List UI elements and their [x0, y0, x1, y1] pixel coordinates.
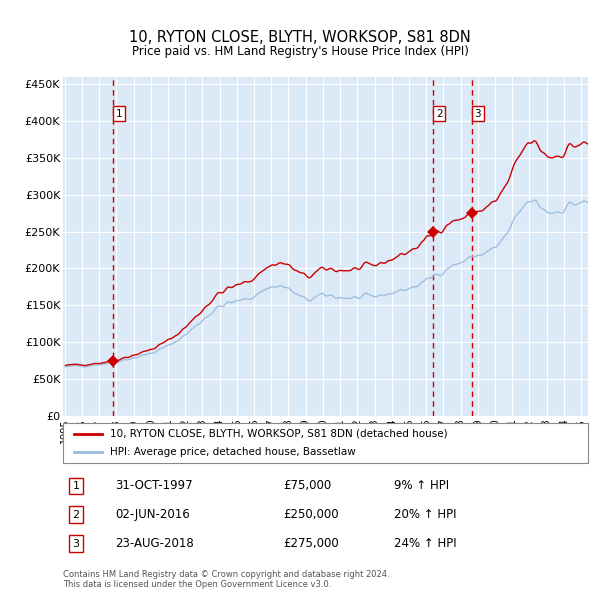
- Text: 2: 2: [73, 510, 80, 520]
- Text: £75,000: £75,000: [284, 480, 332, 493]
- Text: 23-AUG-2018: 23-AUG-2018: [115, 537, 194, 550]
- Text: Price paid vs. HM Land Registry's House Price Index (HPI): Price paid vs. HM Land Registry's House …: [131, 45, 469, 58]
- Text: 3: 3: [73, 539, 80, 549]
- Text: 02-JUN-2016: 02-JUN-2016: [115, 508, 190, 521]
- Text: Contains HM Land Registry data © Crown copyright and database right 2024.: Contains HM Land Registry data © Crown c…: [63, 570, 389, 579]
- Text: 2: 2: [436, 109, 443, 119]
- Text: 24% ↑ HPI: 24% ↑ HPI: [394, 537, 457, 550]
- Text: 10, RYTON CLOSE, BLYTH, WORKSOP, S81 8DN (detached house): 10, RYTON CLOSE, BLYTH, WORKSOP, S81 8DN…: [110, 429, 448, 439]
- Text: 20% ↑ HPI: 20% ↑ HPI: [394, 508, 456, 521]
- Text: 31-OCT-1997: 31-OCT-1997: [115, 480, 193, 493]
- Text: £250,000: £250,000: [284, 508, 339, 521]
- Text: 1: 1: [73, 481, 80, 491]
- Text: 9% ↑ HPI: 9% ↑ HPI: [394, 480, 449, 493]
- Text: 1: 1: [116, 109, 122, 119]
- Text: £275,000: £275,000: [284, 537, 339, 550]
- Text: HPI: Average price, detached house, Bassetlaw: HPI: Average price, detached house, Bass…: [110, 447, 356, 457]
- Text: 10, RYTON CLOSE, BLYTH, WORKSOP, S81 8DN: 10, RYTON CLOSE, BLYTH, WORKSOP, S81 8DN: [129, 30, 471, 45]
- Text: This data is licensed under the Open Government Licence v3.0.: This data is licensed under the Open Gov…: [63, 579, 331, 589]
- Text: 3: 3: [475, 109, 481, 119]
